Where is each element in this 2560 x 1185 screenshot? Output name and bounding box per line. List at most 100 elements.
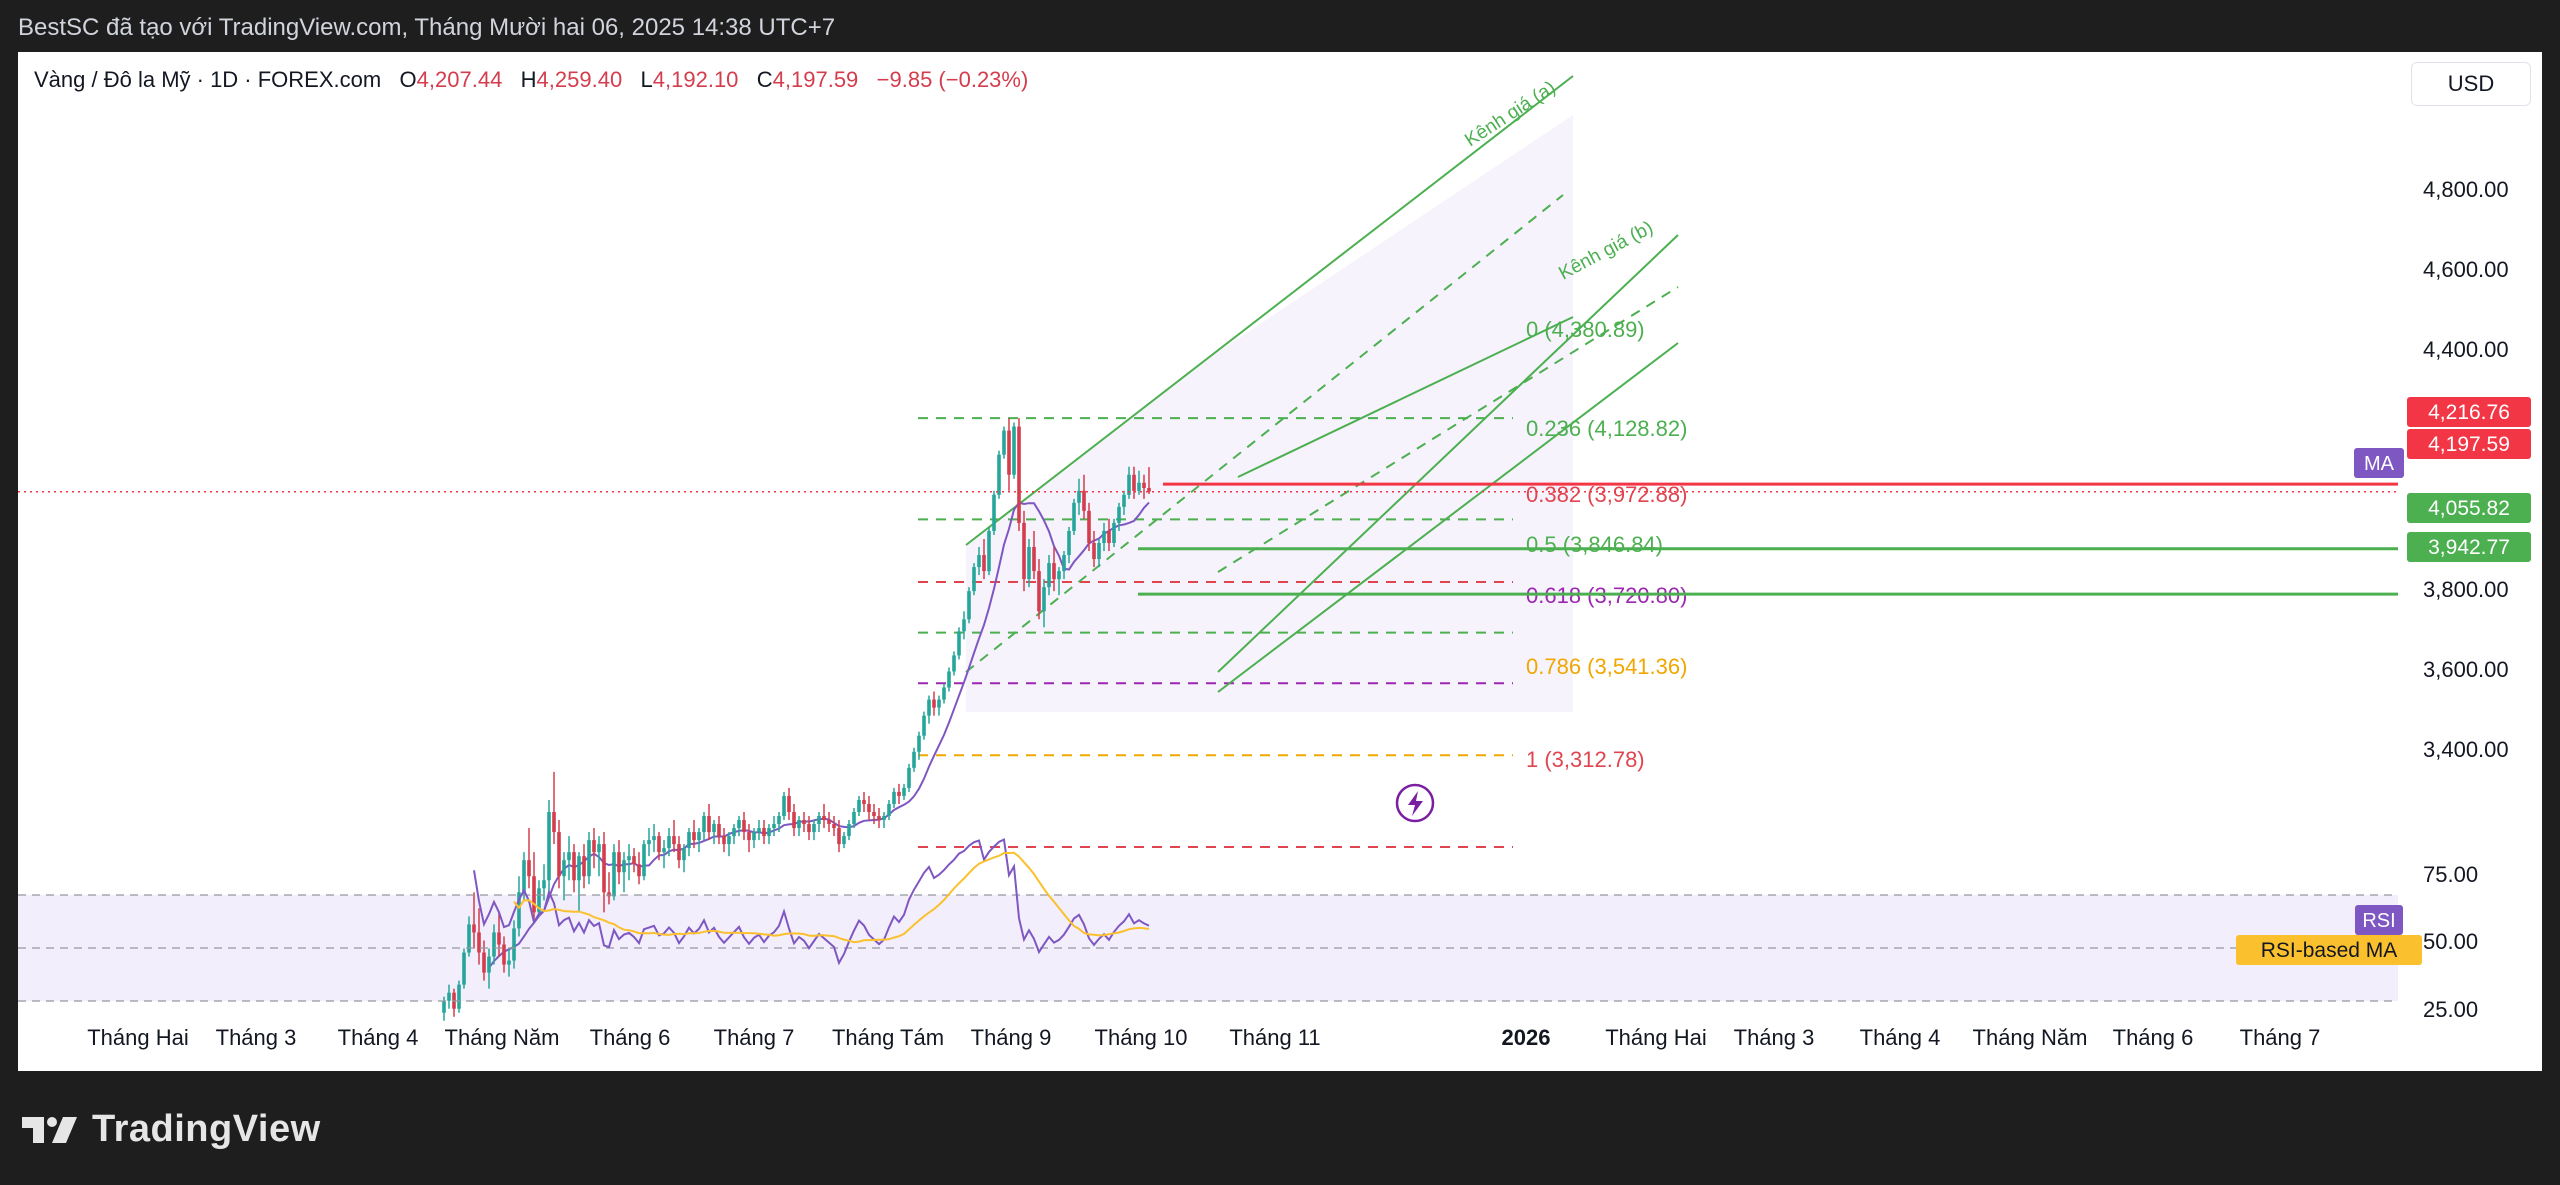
candle-body xyxy=(702,816,706,833)
time-tick-label: Tháng 6 xyxy=(2113,1025,2194,1050)
candle-body xyxy=(1047,563,1051,588)
price-tick-label: 3,600.00 xyxy=(2423,657,2509,682)
rsi-ma-line xyxy=(513,851,1150,944)
candle-body xyxy=(627,856,631,861)
candle-body xyxy=(982,555,986,572)
candle xyxy=(527,828,531,889)
candle xyxy=(967,587,971,624)
candle-body xyxy=(857,799,861,812)
candle-body xyxy=(1012,426,1016,475)
candle xyxy=(732,824,736,845)
candle-body xyxy=(707,816,711,833)
candle-body xyxy=(1037,571,1041,612)
time-tick-label: 2026 xyxy=(1502,1025,1551,1050)
candle xyxy=(992,490,996,535)
symbol-legend: Vàng / Đô la Mỹ · 1D · FOREX.com O4,207.… xyxy=(34,67,1028,93)
candle xyxy=(1122,490,1126,515)
candle xyxy=(532,852,536,921)
candle xyxy=(662,840,666,869)
channel-line xyxy=(1217,234,1679,673)
candle xyxy=(567,836,571,881)
candle xyxy=(627,844,631,881)
candle-body xyxy=(1112,522,1116,543)
candle xyxy=(802,812,806,833)
candle-body xyxy=(732,828,736,837)
candle-body xyxy=(647,840,651,845)
candle xyxy=(807,816,811,841)
candle-body xyxy=(492,932,496,957)
candle xyxy=(1147,467,1151,495)
candle-body xyxy=(1067,530,1071,556)
candle xyxy=(767,824,771,845)
candle-body xyxy=(812,824,816,833)
candle-body xyxy=(1082,490,1086,511)
tradingview-logo[interactable]: TradingView xyxy=(22,1108,321,1151)
candle-body xyxy=(582,856,586,877)
candle xyxy=(892,787,896,808)
candle-body xyxy=(722,836,726,845)
candle xyxy=(912,747,916,772)
rsi-tick-label: 25.00 xyxy=(2423,997,2478,1022)
candle xyxy=(652,824,656,853)
candle xyxy=(837,820,841,853)
candle-body xyxy=(842,836,846,845)
rsi-ma-badge: RSI-based MA xyxy=(2261,939,2398,962)
candle-body xyxy=(457,984,461,1009)
candle-body xyxy=(797,820,801,829)
candle xyxy=(467,916,471,957)
candle xyxy=(682,844,686,873)
candle xyxy=(632,848,636,873)
candle-body xyxy=(682,848,686,861)
candle xyxy=(1137,470,1141,495)
candle-body xyxy=(772,824,776,829)
price-chart[interactable]: 0 (4,380.89) 0.236 (4,128.82) 0.382 (3,972… xyxy=(18,52,2542,1071)
candle-body xyxy=(907,767,911,788)
candle xyxy=(562,852,566,901)
candle-body xyxy=(892,791,896,804)
candle xyxy=(1132,466,1136,499)
fib-label: 0.5 (3,846.84) xyxy=(1526,532,1663,557)
high-value: 4,259.40 xyxy=(536,67,623,92)
candle-body xyxy=(672,836,676,845)
change-value: −9.85 (−0.23%) xyxy=(876,67,1029,92)
candle-body xyxy=(782,795,786,817)
candle-body xyxy=(897,791,901,796)
candle xyxy=(747,824,751,853)
candle xyxy=(907,763,911,792)
candle xyxy=(547,799,551,893)
currency-button[interactable]: USD xyxy=(2411,62,2531,106)
candle-body xyxy=(1062,555,1066,572)
candle xyxy=(1072,498,1076,535)
candle-body xyxy=(882,816,886,821)
candle-body xyxy=(952,655,956,672)
candle xyxy=(932,691,936,716)
candle-body xyxy=(1072,502,1076,531)
chart-frame[interactable]: 0 (4,380.89) 0.236 (4,128.82) 0.382 (3,972… xyxy=(18,52,2542,1071)
candle-body xyxy=(792,812,796,829)
candle-body xyxy=(622,860,626,873)
candle-body xyxy=(1102,530,1106,543)
symbol-name[interactable]: Vàng / Đô la Mỹ · 1D · FOREX.com xyxy=(34,67,382,92)
candle-body xyxy=(1147,487,1151,492)
candle xyxy=(1077,478,1081,515)
candle-body xyxy=(652,836,656,841)
rsi-badge: RSI xyxy=(2362,910,2395,932)
candle-body xyxy=(692,832,696,841)
candle xyxy=(877,807,881,829)
candle xyxy=(712,820,716,845)
candle xyxy=(542,864,546,901)
candle xyxy=(1042,579,1046,628)
candle xyxy=(1112,518,1116,548)
candle-body xyxy=(1097,542,1101,560)
candle xyxy=(897,783,901,804)
candle xyxy=(947,667,951,692)
candle xyxy=(487,948,491,989)
candle xyxy=(832,816,836,837)
candle-body xyxy=(802,820,806,825)
candle-body xyxy=(592,840,596,853)
candle xyxy=(482,940,486,981)
candle-body xyxy=(757,828,761,833)
candle-body xyxy=(1052,563,1056,580)
candle-body xyxy=(612,852,616,897)
ma-badge: MA xyxy=(2364,453,2395,475)
